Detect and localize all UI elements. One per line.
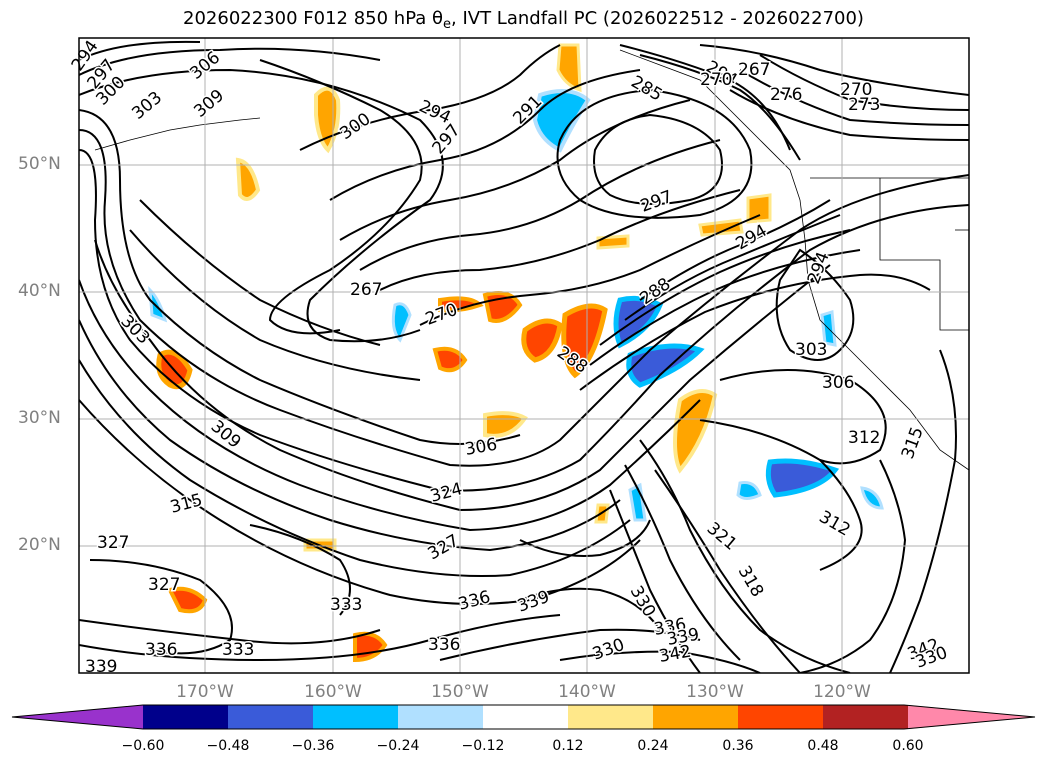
lat-label-50n: 50°N bbox=[18, 154, 61, 174]
lon-label-160w: 160°W bbox=[304, 682, 362, 702]
contour-label: 336 bbox=[652, 615, 687, 640]
map-graticule bbox=[79, 38, 969, 673]
colorbar-segment bbox=[483, 705, 568, 729]
lon-label-140w: 140°W bbox=[558, 682, 616, 702]
colorbar-tick-label: −0.24 bbox=[376, 738, 420, 754]
contour-label: 327 bbox=[97, 533, 129, 553]
contour-label: 306 bbox=[822, 373, 854, 393]
contour-label: 276 bbox=[770, 85, 802, 105]
lat-label-20n: 20°N bbox=[18, 535, 61, 555]
colorbar-tick-label: 0.48 bbox=[807, 738, 839, 754]
coastlines bbox=[94, 49, 969, 471]
lat-label-40n: 40°N bbox=[18, 281, 61, 301]
colorbar-tick-label: 0.24 bbox=[637, 738, 669, 754]
contour-label: 273 bbox=[848, 95, 880, 115]
map-title: 2026022300 F012 850 hPa θe, IVT Landfall… bbox=[183, 8, 864, 32]
colorbar-tick-label: −0.60 bbox=[121, 738, 165, 754]
contour-label: 336 bbox=[428, 635, 460, 655]
colorbar-segment bbox=[313, 705, 398, 729]
contour-label: 270 bbox=[840, 80, 872, 100]
colorbar-segment bbox=[738, 705, 823, 729]
colorbar-tick-label: 0.36 bbox=[722, 738, 754, 754]
colorbar bbox=[11, 704, 1036, 730]
contour-label: 267 bbox=[738, 60, 770, 80]
colorbar-tick-label: −0.12 bbox=[461, 738, 505, 754]
contour-label: 312 bbox=[848, 428, 880, 448]
contour-label: 270 bbox=[700, 70, 732, 90]
lon-label-150w: 150°W bbox=[431, 682, 489, 702]
lat-label-30n: 30°N bbox=[18, 408, 61, 428]
contour-label: 267 bbox=[350, 280, 382, 300]
colorbar-segment bbox=[143, 705, 228, 729]
contour-label: 336 bbox=[145, 640, 177, 660]
colorbar-segment bbox=[823, 705, 908, 729]
colorbar-tick-label: −0.36 bbox=[291, 738, 335, 754]
map-frame bbox=[78, 37, 970, 674]
lon-label-120w: 120°W bbox=[813, 682, 871, 702]
contour-label: 339 bbox=[85, 657, 117, 677]
colorbar-segment bbox=[653, 705, 738, 729]
colorbar-extend-high bbox=[908, 705, 1035, 729]
colorbar-segment bbox=[228, 705, 313, 729]
colorbar-tick-label: −0.48 bbox=[206, 738, 250, 754]
colorbar-tick-label: 0.12 bbox=[552, 738, 584, 754]
colorbar-segment bbox=[568, 705, 653, 729]
lon-label-130w: 130°W bbox=[686, 682, 744, 702]
lon-label-170w: 170°W bbox=[176, 682, 234, 702]
contour-label: 303 bbox=[795, 340, 827, 360]
colorbar-extend-low bbox=[12, 705, 143, 729]
contour-label: 327 bbox=[148, 575, 180, 595]
contour-label: 333 bbox=[222, 640, 254, 660]
colorbar-tick-label: 0.60 bbox=[892, 738, 924, 754]
contour-label: 333 bbox=[330, 595, 362, 615]
colorbar-segment bbox=[398, 705, 483, 729]
